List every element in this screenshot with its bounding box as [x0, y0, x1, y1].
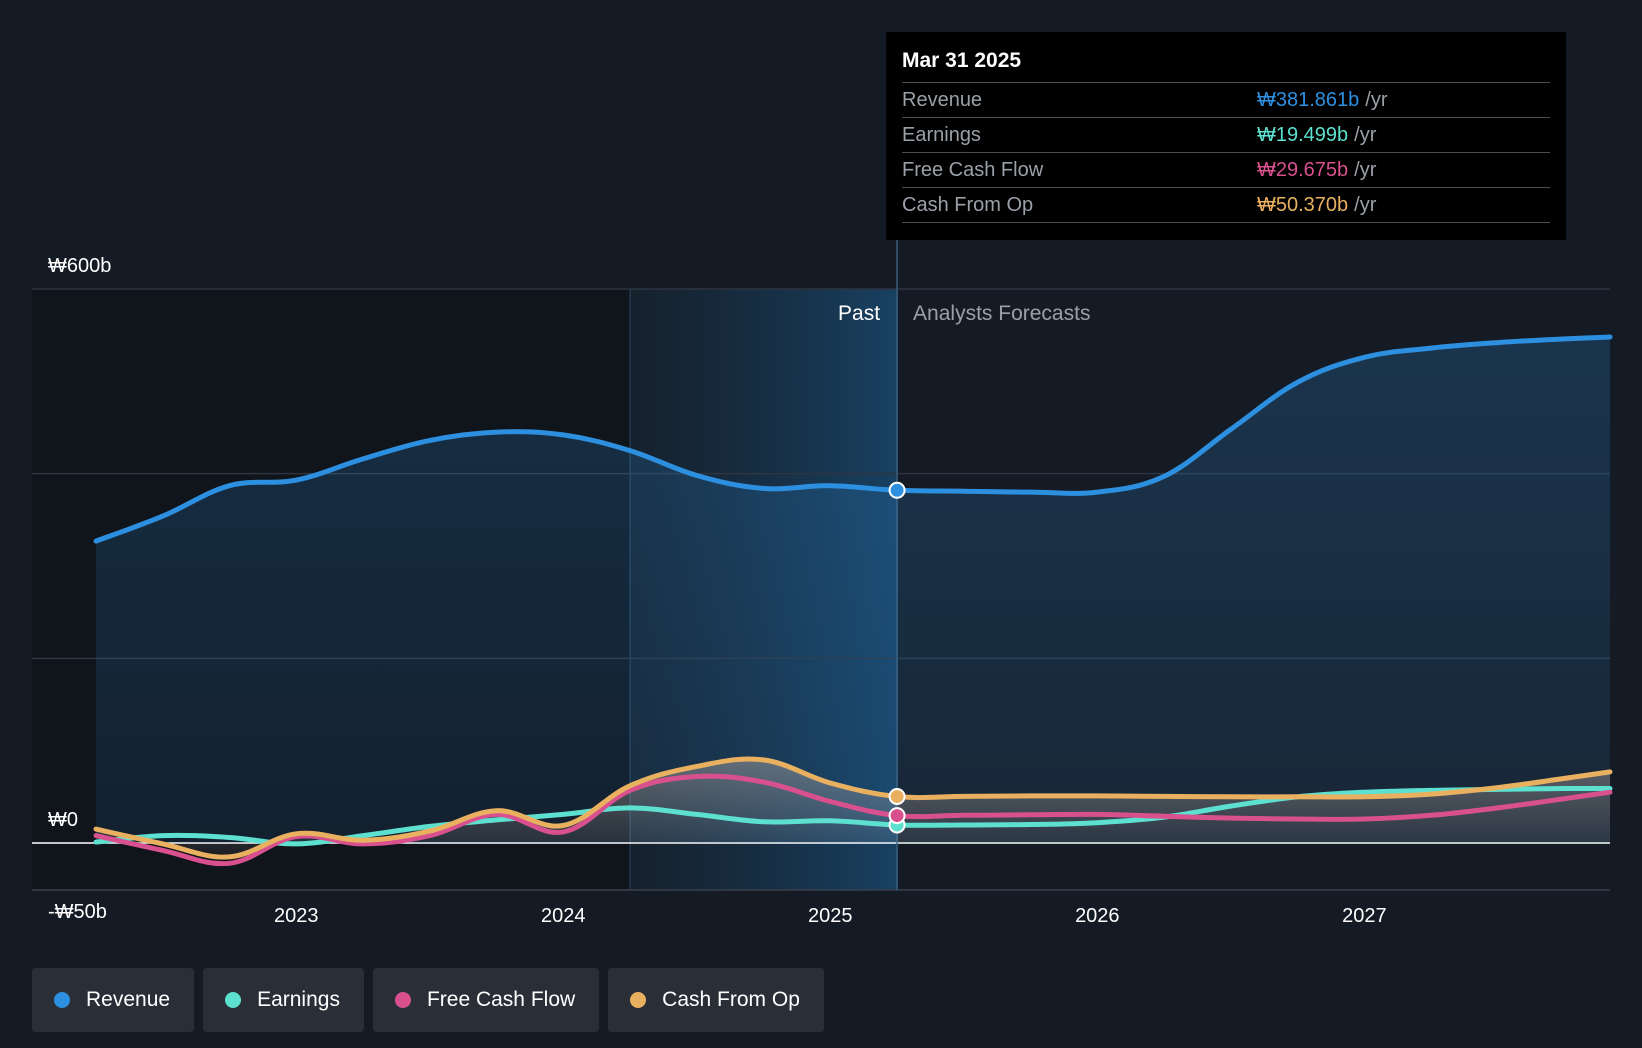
- tooltip-row-earnings: Earnings ₩19.499b /yr: [902, 117, 1550, 152]
- legend-dot-icon: [225, 992, 242, 1008]
- x-tick-label: 2024: [541, 905, 586, 927]
- tooltip-date: Mar 31 2025: [902, 49, 1022, 72]
- legend-label: Revenue: [86, 988, 171, 1011]
- tooltip-row-cash-from-op: Cash From Op ₩50.370b /yr: [902, 187, 1550, 223]
- tooltip-row-revenue: Revenue ₩381.861b /yr: [902, 82, 1550, 117]
- tooltip-value: ₩29.675b: [1257, 158, 1349, 181]
- tooltip-name: Earnings: [902, 123, 981, 146]
- series-line-cash-from-op: [93, 756, 1613, 860]
- legend-dot-icon: [394, 992, 411, 1008]
- tooltip-name: Cash From Op: [902, 193, 1034, 216]
- legend-label: Earnings: [257, 988, 340, 1011]
- x-tick-label: 2025: [808, 905, 853, 927]
- legend-item-free-cash-flow[interactable]: Free Cash Flow: [372, 968, 600, 1032]
- tooltip-name: Free Cash Flow: [902, 158, 1044, 181]
- legend-item-revenue[interactable]: Revenue: [32, 968, 195, 1032]
- series-line-free-cash-flow: [93, 773, 1613, 867]
- tooltip-unit: /yr: [1354, 123, 1377, 146]
- y-tick-label: -₩50b: [48, 901, 107, 923]
- tooltip: Mar 31 2025 Revenue ₩381.861b /yr Earnin…: [886, 32, 1566, 240]
- tooltip-unit: /yr: [1354, 158, 1377, 181]
- legend-label: Cash From Op: [662, 988, 800, 1011]
- legend-dot-icon: [630, 992, 647, 1008]
- point-marker-cash-from-op: [888, 787, 906, 805]
- series-line-earnings: [93, 785, 1613, 847]
- legend: Revenue Earnings Free Cash Flow Cash Fro…: [32, 968, 824, 1032]
- x-tick-label: 2023: [274, 905, 319, 927]
- tooltip-value: ₩381.861b: [1257, 88, 1360, 111]
- past-label: Past: [838, 302, 880, 325]
- series-line-revenue: [93, 334, 1613, 544]
- y-tick-label: ₩600b: [48, 255, 111, 277]
- tooltip-name: Revenue: [902, 88, 983, 111]
- legend-dot-icon: [54, 992, 70, 1008]
- point-marker-revenue: [888, 481, 906, 499]
- tooltip-value: ₩19.499b: [1257, 123, 1349, 146]
- revenue-area: [96, 337, 1610, 843]
- x-tick-label: 2026: [1075, 905, 1120, 927]
- forecast-label: Analysts Forecasts: [913, 302, 1090, 325]
- tooltip-unit: /yr: [1354, 193, 1377, 216]
- tooltip-row-free-cash-flow: Free Cash Flow ₩29.675b /yr: [902, 152, 1550, 187]
- x-tick-label: 2027: [1342, 905, 1387, 927]
- point-marker-free-cash-flow: [888, 807, 906, 825]
- legend-item-earnings[interactable]: Earnings: [203, 968, 364, 1032]
- y-tick-label: ₩0: [48, 809, 78, 831]
- legend-item-cash-from-op[interactable]: Cash From Op: [608, 968, 824, 1032]
- tooltip-value: ₩50.370b: [1257, 193, 1349, 216]
- tooltip-unit: /yr: [1365, 88, 1388, 111]
- legend-label: Free Cash Flow: [426, 988, 576, 1011]
